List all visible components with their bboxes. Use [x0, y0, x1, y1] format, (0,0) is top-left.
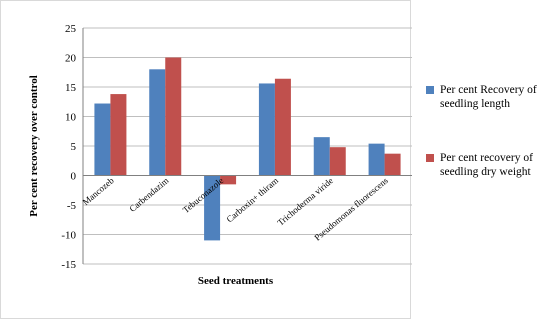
bar-seedling-length — [149, 69, 166, 176]
bar-seedling-dry-weight — [329, 147, 346, 176]
bar-seedling-dry-weight — [110, 94, 127, 176]
bar-seedling-dry-weight — [220, 175, 237, 185]
y-tick-label: 15 — [65, 82, 77, 94]
y-tick-label: -10 — [61, 230, 76, 242]
y-tick-label: 20 — [65, 53, 77, 65]
bar-seedling-dry-weight — [274, 78, 291, 176]
y-tick-label: -5 — [67, 200, 77, 212]
y-tick-label: 5 — [71, 141, 77, 153]
legend-swatch — [426, 86, 434, 94]
bar-seedling-length — [204, 175, 221, 241]
y-tick-label: -15 — [61, 259, 76, 271]
y-axis-title: Per cent recovery over control — [28, 75, 40, 217]
y-tick-label: 0 — [71, 171, 77, 183]
legend-entry: Per cent Recovery of seedling length — [440, 84, 537, 110]
bar-seedling-dry-weight — [165, 57, 182, 176]
bar-seedling-length — [313, 137, 330, 176]
bar-seedling-length — [94, 103, 111, 176]
x-axis-title: Seed treatments — [198, 275, 274, 287]
y-tick-label: 10 — [65, 112, 77, 124]
bar-seedling-length — [368, 143, 385, 176]
y-tick-label: 25 — [65, 23, 77, 35]
legend-swatch — [426, 154, 434, 162]
legend-entry: Per cent recovery of seedling dry weight — [440, 152, 533, 178]
bar-seedling-dry-weight — [384, 153, 401, 176]
bar-seedling-length — [258, 83, 275, 176]
